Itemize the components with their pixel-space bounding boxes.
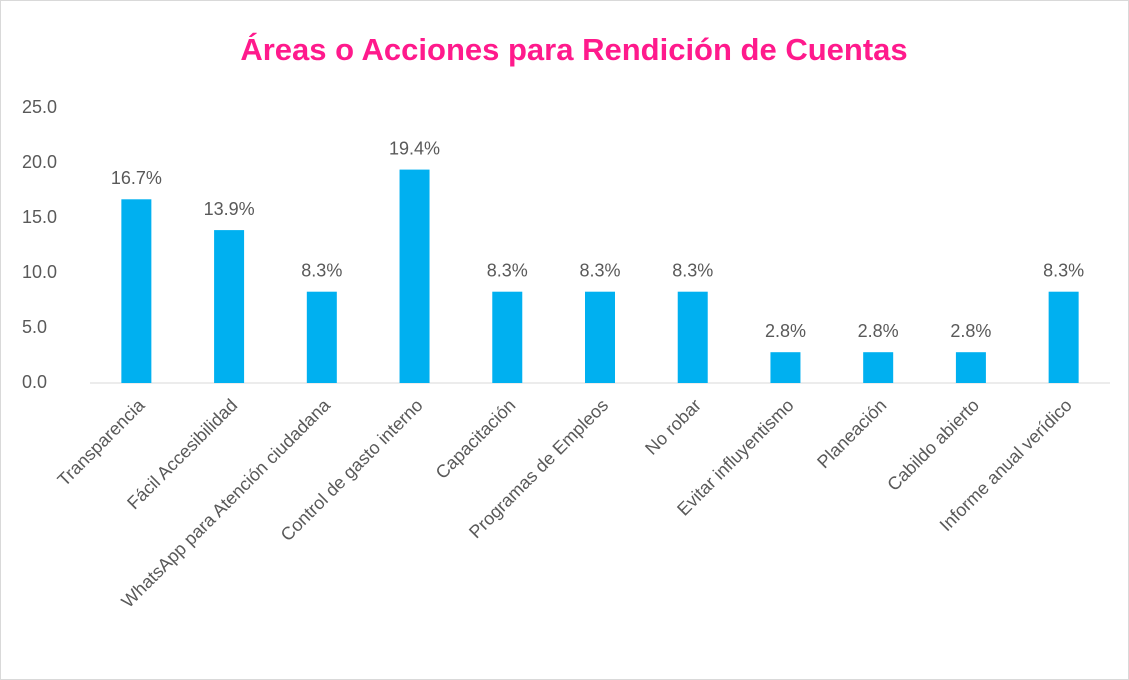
value-label: 16.7% [111, 168, 162, 188]
bar [214, 230, 244, 383]
chart-title: Áreas o Acciones para Rendición de Cuent… [240, 32, 907, 67]
y-tick-label: 20.0 [22, 152, 57, 172]
value-label: 8.3% [672, 260, 713, 280]
value-label: 8.3% [579, 260, 620, 280]
page: Áreas o Acciones para Rendición de Cuent… [0, 0, 1129, 680]
bar [863, 352, 893, 383]
value-label: 2.8% [858, 321, 899, 341]
bar [770, 352, 800, 383]
y-tick-label: 15.0 [22, 207, 57, 227]
chart: Áreas o Acciones para Rendición de Cuent… [0, 0, 1129, 680]
y-tick-label: 10.0 [22, 262, 57, 282]
value-label: 2.8% [765, 321, 806, 341]
y-tick-label: 0.0 [22, 372, 47, 392]
value-label: 2.8% [950, 321, 991, 341]
bar [585, 292, 615, 383]
bar [400, 170, 430, 383]
value-label: 8.3% [1043, 260, 1084, 280]
y-tick-label: 25.0 [22, 97, 57, 117]
bar [492, 292, 522, 383]
value-label: 19.4% [389, 138, 440, 158]
y-tick-label: 5.0 [22, 317, 47, 337]
value-label: 8.3% [301, 260, 342, 280]
bar [956, 352, 986, 383]
bar [1049, 292, 1079, 383]
bar [121, 199, 151, 383]
bar [307, 292, 337, 383]
value-label: 8.3% [487, 260, 528, 280]
value-label: 13.9% [204, 199, 255, 219]
bar [678, 292, 708, 383]
